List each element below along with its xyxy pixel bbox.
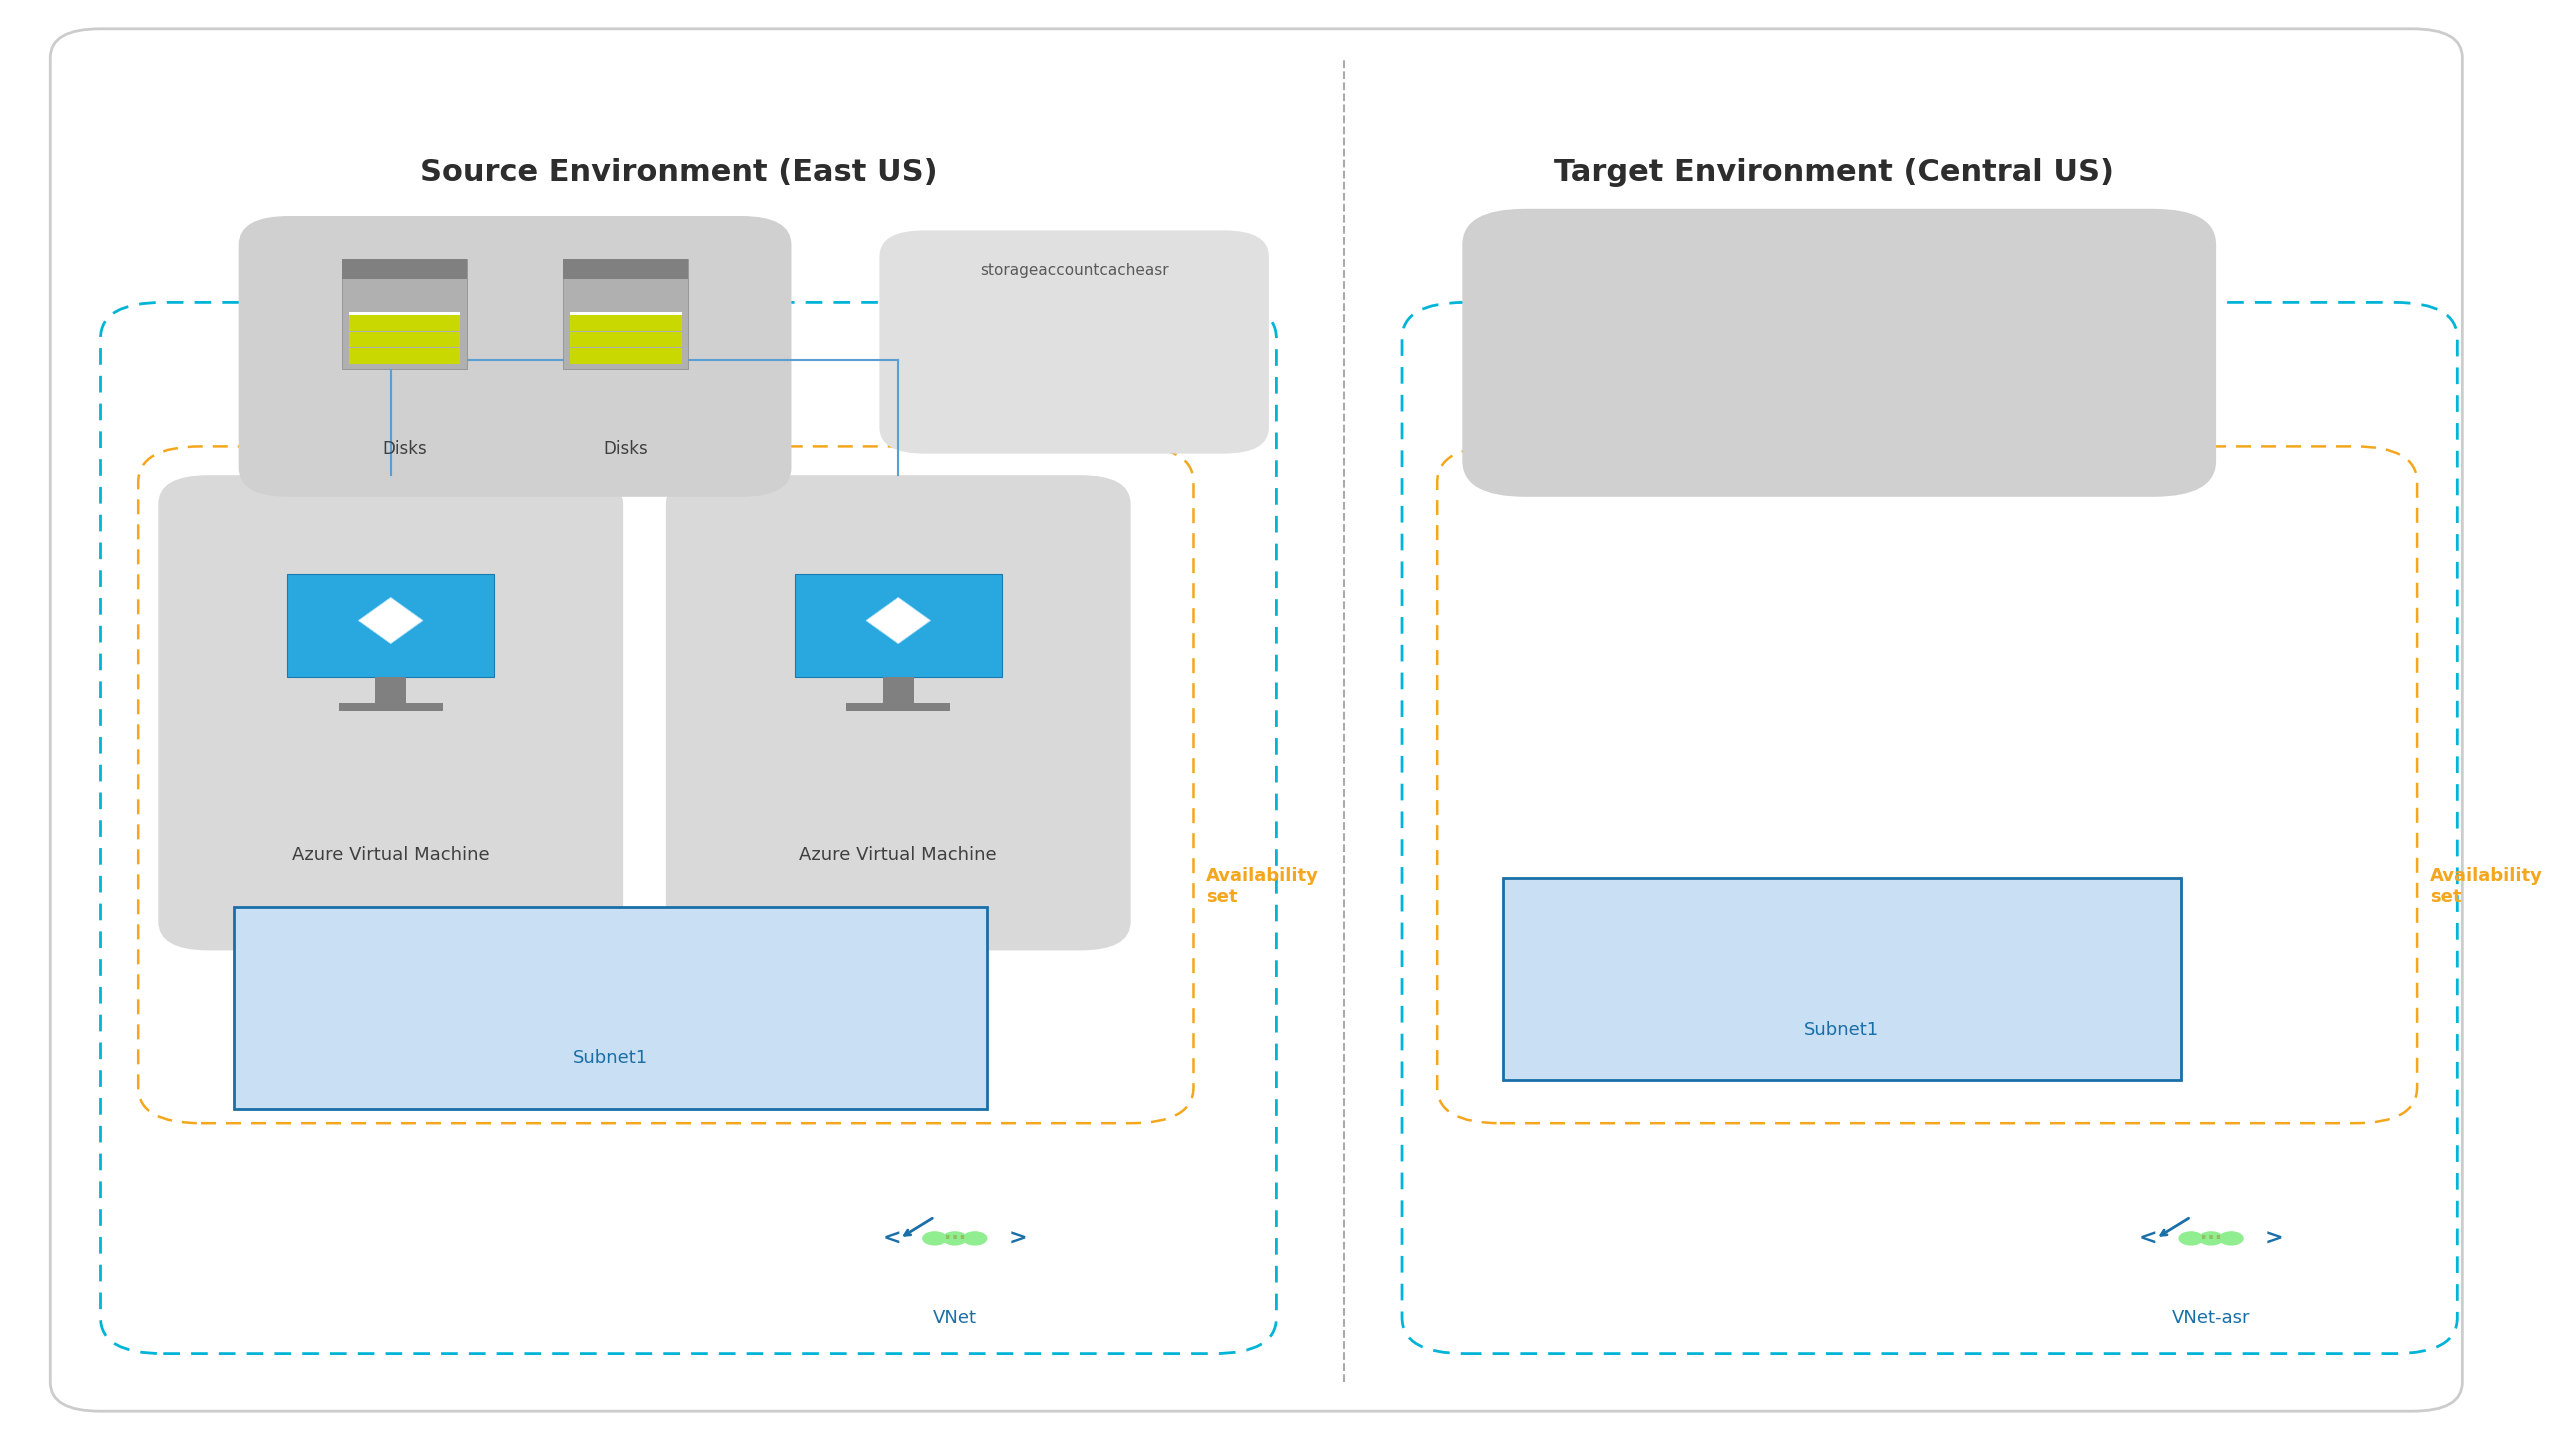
Bar [1503,878,2181,1080]
Circle shape [942,1231,968,1246]
FancyBboxPatch shape [881,230,1270,454]
FancyBboxPatch shape [666,475,1132,950]
Text: Subnet1: Subnet1 [1805,1021,1879,1038]
Bar [348,315,461,331]
Text: Source Environment (East US): Source Environment (East US) [420,158,937,187]
Text: Disks: Disks [381,441,428,458]
Text: Subnet1: Subnet1 [573,1050,648,1067]
Bar [348,312,461,325]
Bar [343,259,466,279]
Bar [571,331,681,347]
Bar [571,315,681,331]
Bar [571,312,681,325]
Text: Disks: Disks [604,441,648,458]
FancyBboxPatch shape [287,575,494,677]
Bar [348,348,461,364]
Circle shape [2199,1231,2225,1246]
Bar [883,677,914,703]
Text: VNet-asr: VNet-asr [2171,1309,2250,1326]
Circle shape [2179,1231,2204,1246]
Text: Availability
set: Availability set [1206,867,1318,906]
Text: <: < [883,1228,901,1248]
Bar [571,348,681,364]
Circle shape [2220,1231,2243,1246]
Text: Azure Virtual Machine: Azure Virtual Machine [292,847,489,864]
Text: >: > [1009,1228,1027,1248]
Text: <: < [2140,1228,2158,1248]
Text: Target Environment (Central US): Target Environment (Central US) [1554,158,2115,187]
Bar [563,259,689,279]
Bar [376,677,407,703]
Bar [233,907,988,1109]
FancyBboxPatch shape [238,216,791,497]
Bar [338,703,443,711]
FancyBboxPatch shape [51,29,2463,1411]
Bar [847,703,950,711]
Text: >: > [2266,1228,2284,1248]
FancyBboxPatch shape [1462,209,2217,497]
FancyBboxPatch shape [794,575,1001,677]
Text: ···: ··· [2199,1228,2222,1248]
Text: Availability
set: Availability set [2429,867,2542,906]
FancyBboxPatch shape [343,259,466,370]
Text: ···: ··· [945,1228,965,1248]
Circle shape [963,1231,988,1246]
FancyBboxPatch shape [159,475,622,950]
FancyBboxPatch shape [563,259,689,370]
Polygon shape [358,598,422,644]
Circle shape [922,1231,947,1246]
Text: VNet: VNet [932,1309,978,1326]
Text: Azure Virtual Machine: Azure Virtual Machine [799,847,996,864]
Bar [348,331,461,347]
Polygon shape [865,598,932,644]
Text: storageaccountcacheasr: storageaccountcacheasr [980,264,1167,278]
